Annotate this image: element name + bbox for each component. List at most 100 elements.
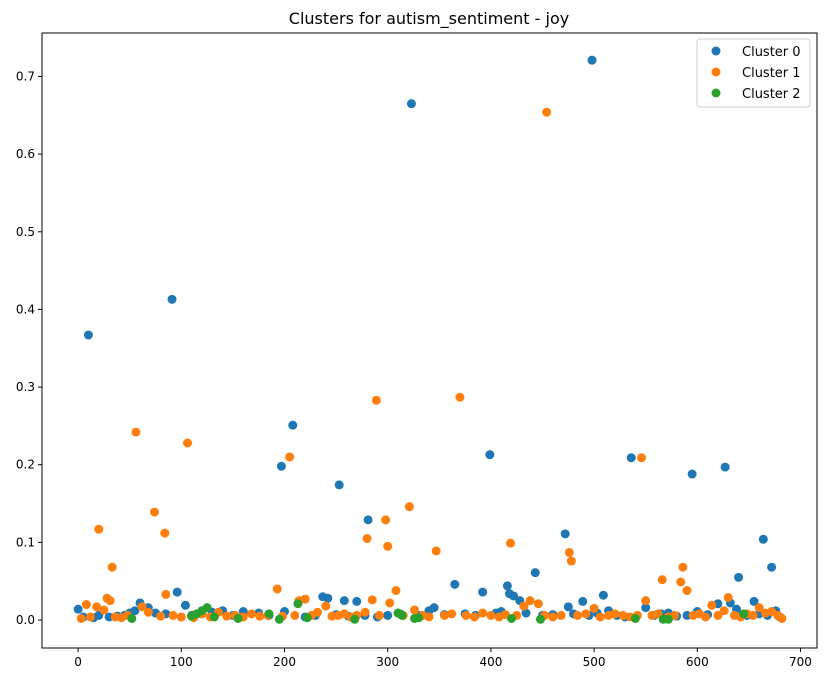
data-point <box>535 614 545 624</box>
data-point <box>581 609 591 619</box>
data-point <box>209 612 219 622</box>
data-point <box>143 607 153 617</box>
data-point <box>748 610 758 620</box>
y-tick-label: 0.1 <box>16 535 35 549</box>
data-point <box>777 613 787 623</box>
data-point <box>507 613 517 623</box>
x-tick-label: 0 <box>74 655 82 669</box>
data-point <box>461 610 471 620</box>
data-point <box>92 602 102 612</box>
data-point <box>485 450 495 460</box>
data-point <box>424 612 434 622</box>
data-point <box>172 587 182 597</box>
data-point <box>701 612 711 622</box>
legend-label: Cluster 1 <box>742 66 801 81</box>
data-point <box>99 605 109 615</box>
data-point <box>682 586 692 596</box>
data-point <box>160 528 170 538</box>
data-point <box>525 596 535 606</box>
data-point <box>455 392 465 402</box>
data-point <box>274 614 284 624</box>
data-point <box>381 515 391 525</box>
data-point <box>127 613 137 623</box>
plot-area <box>73 55 787 624</box>
y-tick-label: 0.0 <box>16 613 35 627</box>
series-2 <box>127 599 749 624</box>
y-tick-label: 0.4 <box>16 302 35 316</box>
data-point <box>486 610 496 620</box>
data-point <box>293 599 303 609</box>
data-point <box>323 593 333 603</box>
data-point <box>410 605 420 615</box>
data-point <box>720 462 730 472</box>
data-point <box>137 602 147 612</box>
data-point <box>363 515 373 525</box>
data-point <box>168 610 178 620</box>
x-tick-label: 300 <box>376 655 399 669</box>
x-tick-label: 400 <box>479 655 502 669</box>
data-point <box>758 534 768 544</box>
data-point <box>73 604 83 614</box>
data-point <box>86 612 95 622</box>
data-point <box>749 596 759 606</box>
data-point <box>637 453 647 463</box>
data-point <box>313 607 323 617</box>
x-tick-label: 100 <box>170 655 193 669</box>
data-point <box>300 594 310 604</box>
data-point <box>533 599 543 609</box>
data-point <box>397 610 407 620</box>
data-point <box>83 330 93 340</box>
x-tick-label: 700 <box>789 655 812 669</box>
data-point <box>560 529 570 539</box>
data-point <box>406 99 416 109</box>
data-point <box>595 612 605 622</box>
y-tick-label: 0.2 <box>16 458 35 472</box>
data-point <box>371 395 381 405</box>
data-point <box>578 596 588 606</box>
data-point <box>105 596 115 606</box>
data-point <box>290 610 300 620</box>
data-point <box>272 584 282 594</box>
data-point <box>506 538 516 548</box>
data-point <box>176 612 186 622</box>
data-point <box>367 595 377 605</box>
data-point <box>76 613 86 623</box>
data-point <box>509 591 519 601</box>
data-point <box>754 603 764 613</box>
data-point <box>450 579 460 589</box>
axis-ticks: 0 100 200 300 400 500 600 700 0.0 0.1 0.2 0.3 0.4 0.5… <box>16 69 812 669</box>
data-point <box>149 507 159 517</box>
data-point <box>339 596 349 606</box>
data-point <box>530 568 540 578</box>
data-point <box>439 610 449 620</box>
data-point <box>641 596 651 606</box>
data-point <box>723 593 733 603</box>
legend-marker <box>711 88 721 98</box>
data-point <box>264 609 274 619</box>
data-point <box>682 610 692 620</box>
data-point <box>739 609 749 619</box>
data-point <box>167 294 177 304</box>
data-point <box>767 562 777 572</box>
series-0 <box>73 55 785 623</box>
data-point <box>285 452 295 462</box>
data-point <box>414 613 424 623</box>
data-point <box>404 502 414 512</box>
data-point <box>521 608 531 618</box>
data-point <box>657 575 667 585</box>
y-tick-label: 0.3 <box>16 380 35 394</box>
data-point <box>519 601 529 611</box>
data-point <box>202 603 212 613</box>
data-point <box>222 611 232 621</box>
legend-label: Cluster 0 <box>742 45 801 60</box>
series-1 <box>76 107 787 623</box>
data-point <box>131 427 141 437</box>
x-tick-label: 600 <box>686 655 709 669</box>
data-point <box>383 610 393 620</box>
data-point <box>676 577 686 587</box>
data-point <box>719 606 729 616</box>
data-point <box>734 572 744 582</box>
legend: Cluster 0 Cluster 1 Cluster 2 <box>696 38 811 108</box>
data-point <box>589 603 599 613</box>
